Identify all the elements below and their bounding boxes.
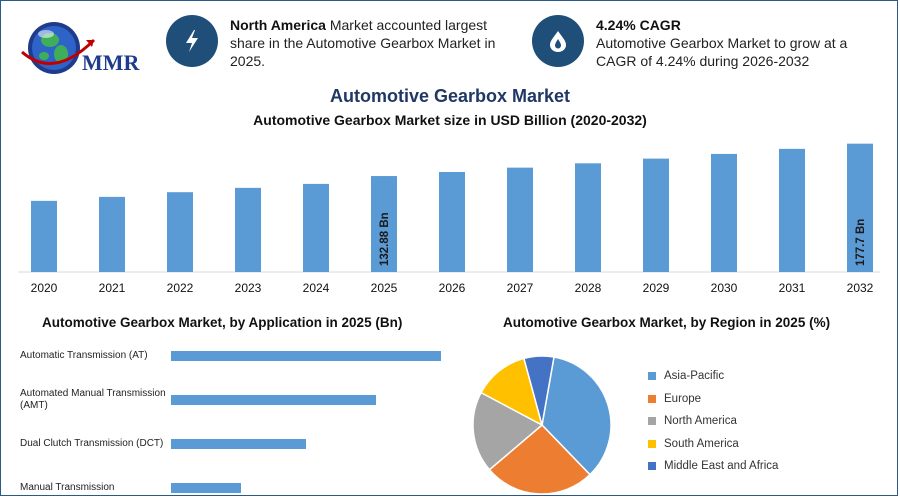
x-tick-2028: 2028 bbox=[575, 281, 602, 295]
info-cagr-bold: 4.24% CAGR bbox=[596, 17, 681, 33]
bar-2028 bbox=[575, 163, 601, 272]
application-label-1: Automated Manual Transmission (AMT) bbox=[20, 388, 166, 411]
lightning-badge bbox=[166, 15, 218, 67]
bar-2032 bbox=[847, 143, 873, 272]
legend-swatch-3 bbox=[648, 439, 656, 448]
logo-text: MMR bbox=[82, 50, 140, 75]
legend-item-1: Europe bbox=[648, 393, 701, 405]
legend-item-0: Asia-Pacific bbox=[648, 370, 724, 382]
application-bar-1 bbox=[171, 395, 376, 405]
data-label-2025: 132.88 Bn bbox=[379, 212, 391, 266]
legend-swatch-1 bbox=[648, 394, 656, 403]
x-tick-2023: 2023 bbox=[235, 281, 262, 295]
pie-slice-1 bbox=[488, 423, 591, 495]
bar-2030 bbox=[711, 153, 737, 272]
x-tick-2021: 2021 bbox=[99, 281, 126, 295]
globe-icon bbox=[21, 22, 96, 74]
application-bar-chart bbox=[171, 351, 441, 493]
info-cagr: 4.24% CAGR Automotive Gearbox Market to … bbox=[596, 16, 866, 70]
application-label-0: Automatic Transmission (AT) bbox=[20, 350, 148, 361]
info-north-america: North America Market accounted largest s… bbox=[230, 16, 510, 70]
legend-item-3: South America bbox=[648, 438, 739, 450]
legend-label-2: North America bbox=[664, 415, 737, 427]
legend-label-0: Asia-Pacific bbox=[664, 370, 725, 382]
drop-badge bbox=[532, 15, 584, 67]
data-label-2032: 177.7 Bn bbox=[855, 219, 867, 266]
x-tick-2030: 2030 bbox=[711, 281, 738, 295]
bar-chart-title: Automotive Gearbox Market size in USD Bi… bbox=[253, 112, 647, 128]
application-bar-3 bbox=[171, 483, 241, 493]
application-label-3: Manual Transmission bbox=[20, 482, 115, 493]
bar-2031 bbox=[779, 148, 805, 272]
bar-2021 bbox=[99, 196, 125, 272]
x-tick-2024: 2024 bbox=[303, 281, 330, 295]
application-bar-0 bbox=[171, 351, 441, 361]
bar-2023 bbox=[235, 187, 261, 272]
info-north-america-bold: North America bbox=[230, 17, 326, 33]
bar-2026 bbox=[439, 171, 465, 272]
region-chart-title: Automotive Gearbox Market, by Region in … bbox=[503, 315, 831, 330]
x-tick-2029: 2029 bbox=[643, 281, 670, 295]
info-north-america-text: Market accounted largest share in the Au… bbox=[230, 17, 496, 69]
bar-2025 bbox=[371, 176, 397, 272]
market-size-bar-chart: 2020 2021 2022 2023 2024 2025 132.88 Bn 2026 202… bbox=[18, 143, 880, 295]
x-tick-2020: 2020 bbox=[31, 281, 58, 295]
x-tick-2031: 2031 bbox=[779, 281, 806, 295]
legend-swatch-4 bbox=[648, 462, 656, 470]
bar-2020 bbox=[31, 200, 57, 272]
application-bar-2 bbox=[171, 439, 306, 449]
region-pie-chart bbox=[472, 355, 612, 495]
lightning-icon bbox=[186, 30, 198, 52]
drop-icon bbox=[550, 31, 566, 52]
legend-label-3: South America bbox=[664, 437, 739, 450]
bar-2022 bbox=[167, 192, 193, 272]
legend-swatch-0 bbox=[648, 372, 656, 380]
bar-2027 bbox=[507, 167, 533, 272]
bar-2029 bbox=[643, 158, 669, 272]
legend-item-4: Middle East and Africa bbox=[648, 460, 778, 472]
info-cagr-text: Automotive Gearbox Market to grow at a C… bbox=[596, 35, 848, 69]
pie-slice-3 bbox=[480, 357, 544, 427]
pie-slice-0 bbox=[541, 356, 612, 476]
x-tick-2032: 2032 bbox=[847, 281, 874, 295]
legend-swatch-2 bbox=[648, 417, 656, 425]
mmr-logo: MMR bbox=[14, 10, 139, 80]
bar-2024 bbox=[303, 183, 329, 272]
legend-label-1: Europe bbox=[664, 392, 702, 405]
x-tick-2027: 2027 bbox=[507, 281, 534, 295]
application-label-2: Dual Clutch Transmission (DCT) bbox=[20, 438, 164, 449]
x-tick-2025: 2025 bbox=[371, 281, 398, 295]
application-chart-title: Automotive Gearbox Market, by Applicatio… bbox=[42, 315, 403, 330]
legend-label-4: Middle East and Africa bbox=[664, 460, 779, 472]
legend-item-2: North America bbox=[648, 415, 737, 427]
x-tick-2026: 2026 bbox=[439, 281, 466, 295]
page-title: Automotive Gearbox Market bbox=[329, 86, 571, 106]
pie-slice-4 bbox=[522, 355, 555, 426]
pie-slice-2 bbox=[472, 391, 544, 471]
x-tick-2022: 2022 bbox=[167, 281, 194, 295]
